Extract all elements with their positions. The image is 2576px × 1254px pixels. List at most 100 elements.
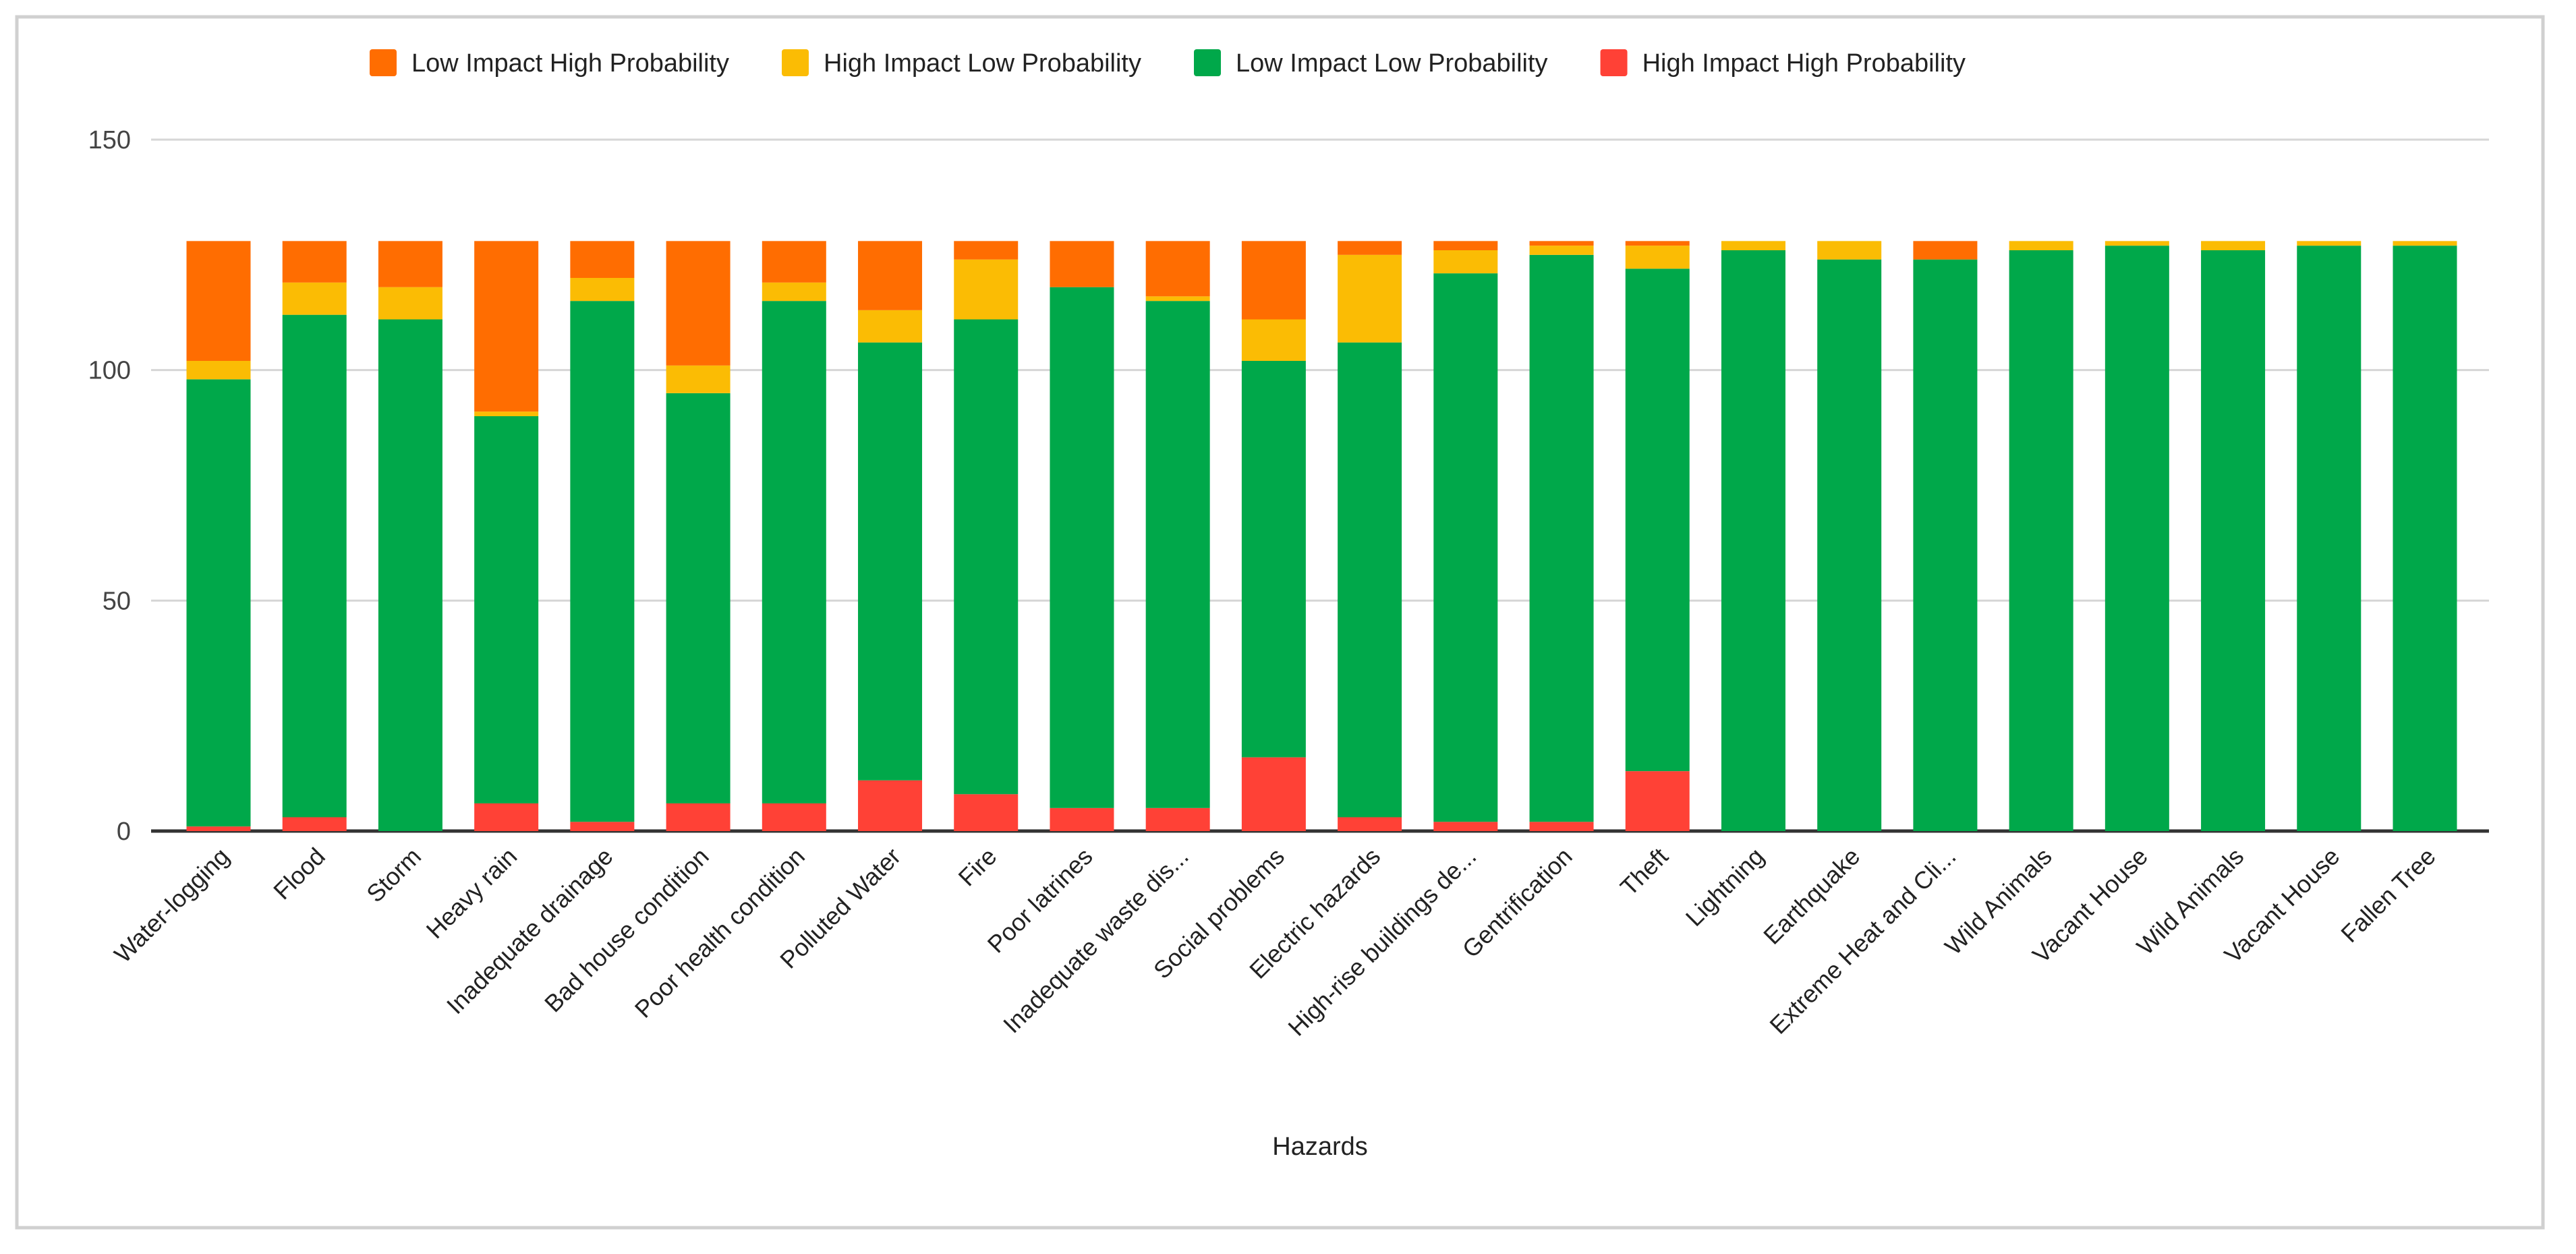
- bar-segment: [186, 379, 251, 827]
- bar-segment: [2009, 250, 2073, 831]
- bar-stack: [1050, 241, 1114, 831]
- bar-stack: [378, 241, 442, 831]
- bar-segment: [858, 241, 923, 310]
- legend-swatch: [1600, 49, 1628, 76]
- bar-segment: [1145, 301, 1210, 808]
- bar-segment: [1433, 822, 1498, 831]
- bar-segment: [1433, 241, 1498, 250]
- y-tick-label: 50: [103, 587, 131, 615]
- bar-segment: [666, 241, 731, 366]
- bar-segment: [1817, 241, 1882, 260]
- bar-segment: [186, 826, 251, 831]
- legend-swatch: [370, 49, 397, 76]
- bar-segment: [2393, 241, 2457, 246]
- bar-segment: [474, 803, 539, 831]
- bar-segment: [1721, 250, 1785, 831]
- bar-stack: [2105, 241, 2169, 832]
- bar-segment: [1625, 771, 1690, 831]
- legend-label: High Impact High Probability: [1642, 49, 1966, 78]
- bar-segment: [282, 817, 347, 831]
- bar-segment: [282, 241, 347, 283]
- bar-segment: [666, 803, 731, 831]
- bar-stack: [186, 241, 251, 831]
- bar-segment: [2105, 241, 2169, 246]
- bar-segment: [1338, 241, 1402, 255]
- bar-segment: [1433, 250, 1498, 274]
- bar-stack: [666, 241, 731, 831]
- bar-stack: [858, 241, 923, 831]
- bar-segment: [1145, 296, 1210, 302]
- bar-segment: [2297, 246, 2362, 832]
- bar-segment: [1721, 241, 1785, 250]
- bar-stack: [2393, 241, 2457, 832]
- y-tick-label: 100: [88, 357, 131, 385]
- bar-segment: [2393, 246, 2457, 832]
- bar-segment: [1338, 254, 1402, 343]
- bar-segment: [570, 241, 635, 278]
- legend-label: High Impact Low Probability: [824, 49, 1141, 78]
- bar-stack: [2201, 241, 2266, 831]
- bar-segment: [1625, 246, 1690, 269]
- bar-segment: [378, 241, 442, 287]
- bar-stack: [570, 241, 635, 831]
- bar-stack: [1433, 241, 1498, 831]
- bar-segment: [1050, 807, 1114, 831]
- bar-stack: [282, 241, 347, 831]
- bar-segment: [570, 278, 635, 302]
- bar-segment: [2201, 250, 2266, 831]
- bar-stack: [1241, 241, 1306, 831]
- bar-stack: [2009, 241, 2073, 831]
- bar-stack: [1145, 241, 1210, 831]
- bar-segment: [1625, 268, 1690, 772]
- bar-segment: [282, 314, 347, 818]
- bar-segment: [1529, 822, 1594, 831]
- bar-stack: [1721, 241, 1785, 831]
- bar-segment: [1241, 319, 1306, 361]
- bar-segment: [474, 241, 539, 412]
- bar-segment: [666, 365, 731, 393]
- legend-swatch: [1194, 49, 1221, 76]
- bar-segment: [1145, 241, 1210, 297]
- bar-segment: [762, 301, 826, 804]
- bar-segment: [762, 241, 826, 283]
- bar-segment: [186, 361, 251, 380]
- y-tick-label: 0: [117, 818, 131, 846]
- bar-segment: [1817, 259, 1882, 832]
- bar-segment: [762, 803, 826, 831]
- bar-segment: [1050, 287, 1114, 808]
- bar-segment: [474, 416, 539, 803]
- bar-stack: [954, 241, 1019, 831]
- x-axis-title: Hazards: [1272, 1133, 1368, 1161]
- bar-segment: [1050, 241, 1114, 287]
- bar-segment: [1241, 361, 1306, 758]
- bar-segment: [1529, 254, 1594, 822]
- bar-segment: [954, 241, 1019, 260]
- legend-swatch: [782, 49, 809, 76]
- bar-segment: [2009, 241, 2073, 250]
- bar-stack: [762, 241, 826, 831]
- bar-segment: [1433, 273, 1498, 822]
- bar-segment: [1529, 241, 1594, 246]
- bar-segment: [186, 241, 251, 361]
- bar-segment: [378, 319, 442, 831]
- bar-segment: [1145, 807, 1210, 831]
- bar-stack: [1529, 241, 1594, 831]
- bar-segment: [570, 301, 635, 822]
- bar-segment: [1241, 241, 1306, 320]
- bar-segment: [858, 342, 923, 780]
- bar-stack: [1817, 241, 1882, 832]
- legend-label: Low Impact Low Probability: [1236, 49, 1548, 78]
- bar-segment: [1529, 246, 1594, 255]
- bar-segment: [378, 287, 442, 320]
- bar-segment: [954, 259, 1019, 320]
- bar-segment: [1625, 241, 1690, 246]
- bar-segment: [474, 411, 539, 416]
- y-tick-label: 150: [88, 126, 131, 154]
- bar-segment: [1338, 342, 1402, 818]
- bar-stack: [474, 241, 539, 831]
- bar-segment: [282, 282, 347, 315]
- bar-segment: [570, 822, 635, 831]
- bar-segment: [1913, 259, 1978, 832]
- bar-segment: [1241, 757, 1306, 831]
